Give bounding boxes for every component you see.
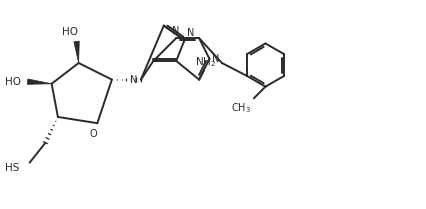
Text: CH$_3$: CH$_3$ — [230, 101, 250, 115]
Text: O: O — [89, 129, 97, 139]
Polygon shape — [27, 79, 52, 84]
Text: HO: HO — [5, 77, 20, 87]
Text: HS: HS — [5, 163, 20, 173]
Text: N: N — [171, 25, 178, 36]
Text: N: N — [130, 75, 137, 85]
Polygon shape — [74, 41, 79, 63]
Text: NH$_2$: NH$_2$ — [194, 55, 216, 69]
Text: HO: HO — [61, 27, 78, 37]
Text: N: N — [187, 28, 194, 38]
Text: N: N — [212, 54, 219, 64]
